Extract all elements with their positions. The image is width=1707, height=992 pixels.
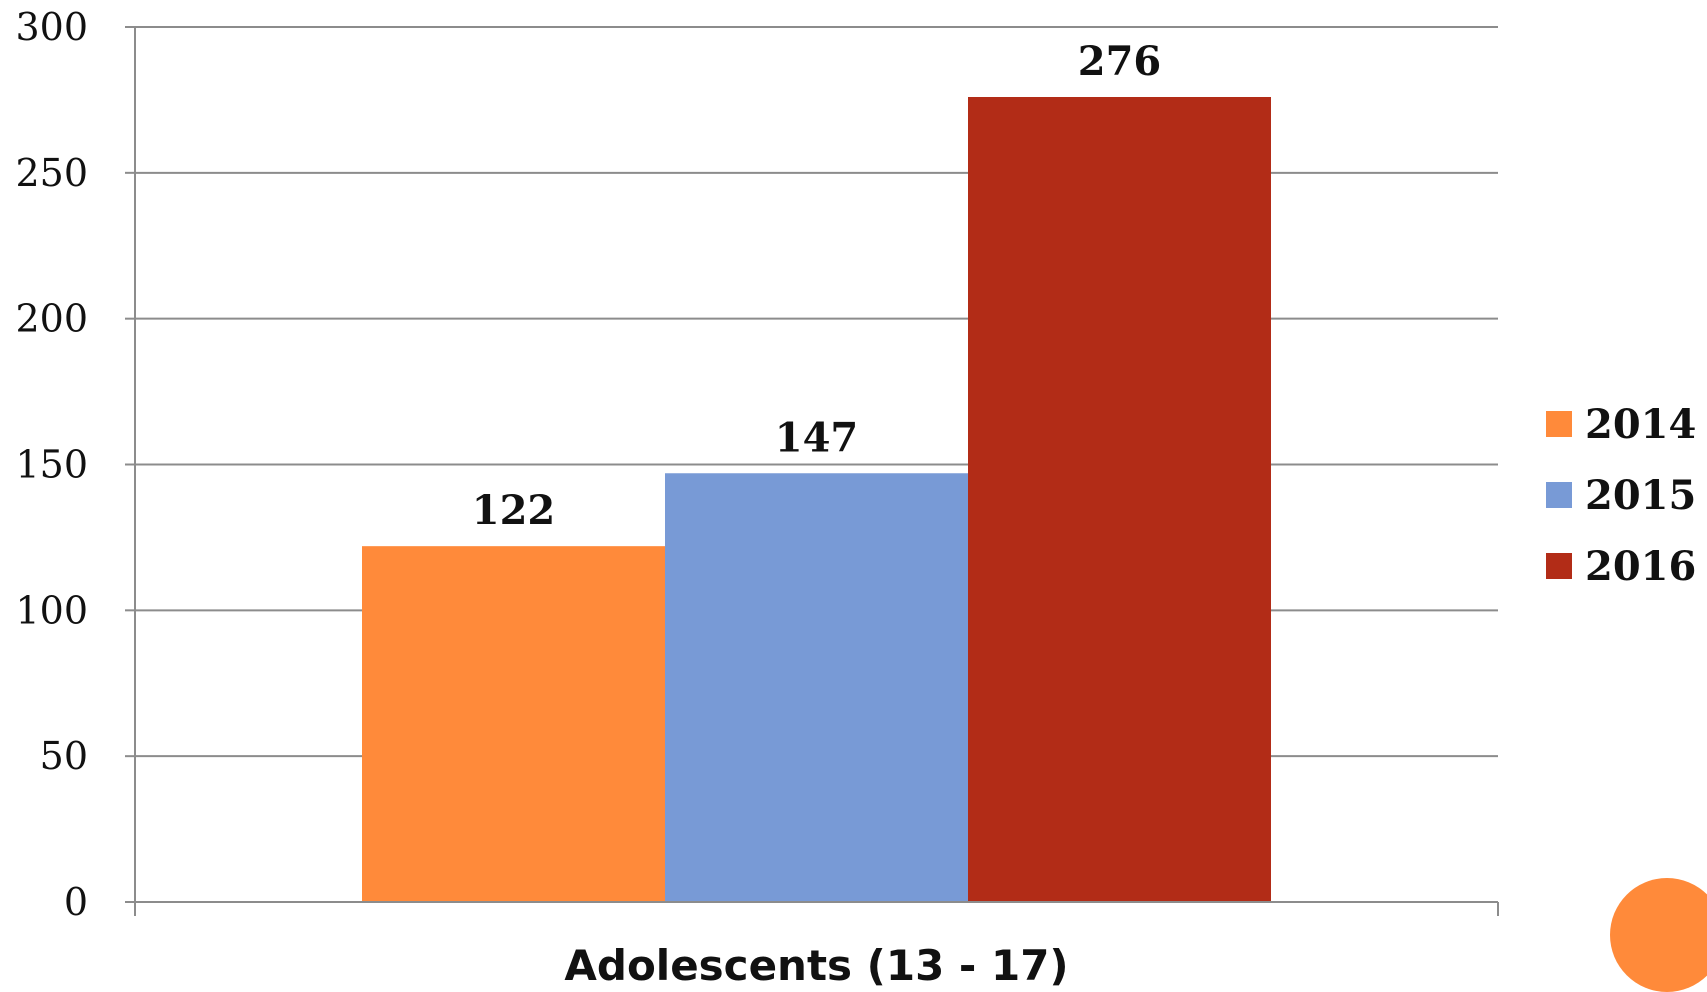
y-tick-label: 200 [15,297,88,341]
y-tick-label: 300 [15,5,88,49]
data-label: 122 [472,487,556,534]
decorative-circle [1610,878,1707,992]
legend-label: 2015 [1585,472,1696,519]
y-tick-label: 150 [15,443,88,487]
y-tick-label: 250 [15,151,88,195]
bar-2014 [362,546,665,902]
legend-swatch-2016 [1546,553,1572,579]
legend: 2014 2015 2016 [1546,401,1696,590]
y-tick-label: 50 [40,734,88,778]
legend-label: 2016 [1585,543,1696,590]
x-category-label: Adolescents (13 - 17) [564,941,1068,990]
legend-swatch-2015 [1546,482,1572,508]
data-label: 276 [1078,38,1162,85]
bars [362,97,1271,902]
y-tick-label: 100 [15,588,88,632]
y-tick-label: 0 [64,880,88,924]
axes: 0 50 100 150 200 250 300 Adolescents (13 - 17) [15,5,1499,990]
bar-2016 [968,97,1271,902]
data-labels: 122 147 276 [472,38,1162,534]
data-label: 147 [775,414,859,461]
legend-label: 2014 [1585,401,1696,448]
bar-2015 [665,473,968,902]
legend-swatch-2014 [1546,411,1572,437]
